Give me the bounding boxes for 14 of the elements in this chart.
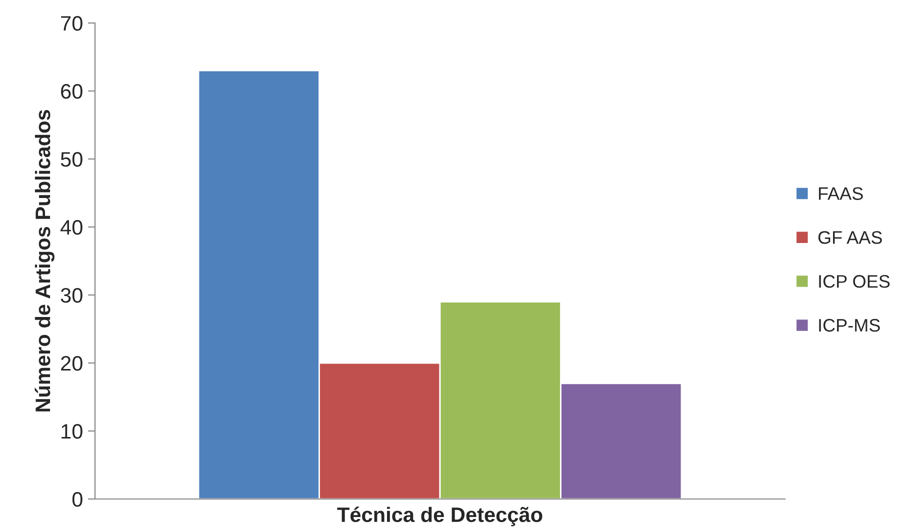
y-tick-label: 50 (60, 152, 82, 167)
y-tick-label: 20 (61, 356, 82, 371)
y-tick-label: 10 (62, 424, 82, 439)
y-tick-label: 60 (61, 84, 82, 99)
y-tick-label: 0 (72, 492, 82, 507)
x-axis-title: Técnica de Detecção (337, 506, 542, 526)
y-tick-label: 40 (60, 220, 82, 235)
legend-label: ICP OES (819, 275, 890, 288)
legend-label: FAAS (818, 187, 863, 200)
y-axis-title: Número de Artigos Publicados (34, 110, 54, 412)
y-tick-label: 70 (61, 16, 82, 31)
legend-label: GF AAS (818, 231, 882, 244)
y-tick-label: 30 (60, 288, 82, 303)
legend-label: ICP-MS (819, 318, 880, 332)
